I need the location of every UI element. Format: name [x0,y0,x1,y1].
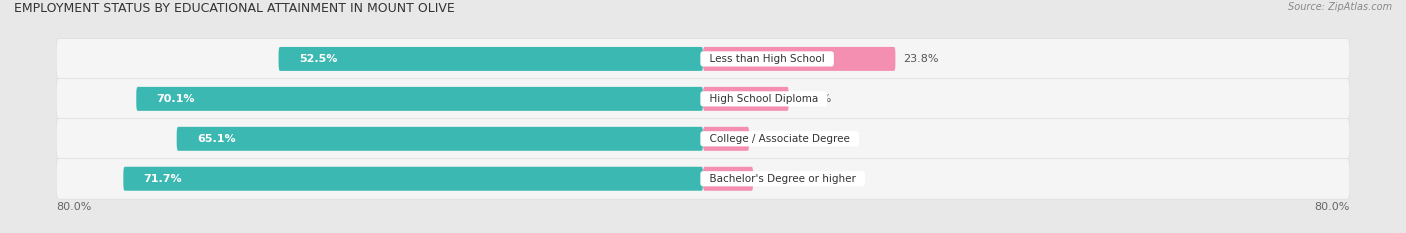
Text: 6.2%: 6.2% [761,174,790,184]
FancyBboxPatch shape [703,167,754,191]
FancyBboxPatch shape [278,47,703,71]
FancyBboxPatch shape [136,87,703,111]
Text: 70.1%: 70.1% [156,94,195,104]
Text: High School Diploma: High School Diploma [703,94,825,104]
FancyBboxPatch shape [703,87,789,111]
Text: Source: ZipAtlas.com: Source: ZipAtlas.com [1288,2,1392,12]
Text: EMPLOYMENT STATUS BY EDUCATIONAL ATTAINMENT IN MOUNT OLIVE: EMPLOYMENT STATUS BY EDUCATIONAL ATTAINM… [14,2,454,15]
Text: 65.1%: 65.1% [197,134,236,144]
FancyBboxPatch shape [56,118,1350,159]
FancyBboxPatch shape [703,47,896,71]
Text: 5.7%: 5.7% [758,134,786,144]
Text: Less than High School: Less than High School [703,54,831,64]
FancyBboxPatch shape [56,158,1350,199]
FancyBboxPatch shape [177,127,703,151]
Text: Bachelor's Degree or higher: Bachelor's Degree or higher [703,174,862,184]
Text: 10.6%: 10.6% [797,94,832,104]
Text: 23.8%: 23.8% [904,54,939,64]
Text: 80.0%: 80.0% [56,202,91,212]
Text: 80.0%: 80.0% [1315,202,1350,212]
Text: College / Associate Degree: College / Associate Degree [703,134,856,144]
FancyBboxPatch shape [124,167,703,191]
Text: 71.7%: 71.7% [143,174,183,184]
FancyBboxPatch shape [703,127,749,151]
FancyBboxPatch shape [56,38,1350,79]
FancyBboxPatch shape [56,79,1350,119]
Text: 52.5%: 52.5% [299,54,337,64]
